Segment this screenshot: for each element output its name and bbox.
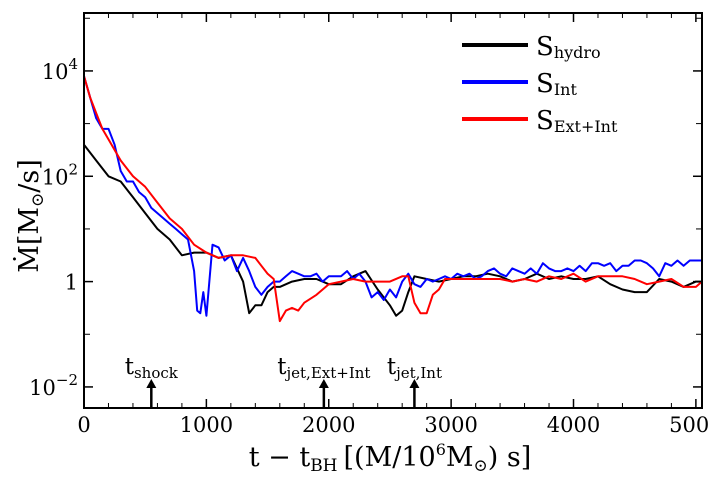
x-tick-label: 0 xyxy=(77,413,90,437)
x-axis-label-main: t − t xyxy=(249,442,311,473)
x-axis-label-units-sup: 6 xyxy=(436,440,446,459)
annotation-marker: tshock xyxy=(125,354,179,407)
annotation-arrow-head xyxy=(409,379,420,388)
y-axis-label: Ṁ[M⊙/s] xyxy=(12,159,48,273)
x-tick-label: 5000 xyxy=(669,413,710,437)
x-axis-label-units-sun: ⊙ xyxy=(474,456,488,476)
series-line-int xyxy=(84,75,702,317)
x-axis-label-units: [(M/10 xyxy=(344,442,436,473)
annotation-layer: tshock tjet,Ext+Int tjet,Int xyxy=(125,354,442,407)
legend: Shydro SInt SExt+Int xyxy=(462,32,618,136)
annotation-label: tjet,Int xyxy=(387,354,442,382)
annotation-label: tjet,Ext+Int xyxy=(277,354,370,382)
y-axis-label-sun: ⊙ xyxy=(28,193,48,207)
tick-layer: 0 1000 2000 3000 4000 5000 104 102 1 10−2 xyxy=(29,13,710,437)
plot-frame xyxy=(83,12,703,409)
series-line-ext-int xyxy=(84,75,702,323)
series-layer xyxy=(84,75,702,323)
y-tick-label: 10−2 xyxy=(29,371,78,400)
x-tick-label: 1000 xyxy=(180,413,233,437)
legend-entry: SInt xyxy=(536,69,577,99)
annotation-arrow-head xyxy=(146,379,157,388)
x-axis-label-units-end: ) s] xyxy=(488,442,532,473)
annotation-marker: tjet,Ext+Int xyxy=(277,354,370,407)
y-tick-label: 102 xyxy=(42,160,78,189)
y-tick-label: 1 xyxy=(65,271,78,295)
y-axis-label-end: /s] xyxy=(14,159,45,193)
x-axis-label: t − tBH [(M/106M⊙) s] xyxy=(249,440,532,476)
legend-entry: Shydro xyxy=(536,32,601,62)
y-axis-label-main: Ṁ[M xyxy=(12,207,45,273)
annotation-marker: tjet,Int xyxy=(387,354,442,407)
annotation-arrow-head xyxy=(318,379,329,388)
x-tick-label: 3000 xyxy=(424,413,477,437)
annotation-label: tshock xyxy=(125,354,179,382)
y-tick-label: 104 xyxy=(42,55,78,84)
legend-entry: SExt+Int xyxy=(536,106,618,136)
x-axis-label-units-tail: M xyxy=(446,442,474,473)
x-tick-label: 2000 xyxy=(302,413,355,437)
x-axis-label-sub: BH xyxy=(310,456,337,476)
x-tick-label: 4000 xyxy=(547,413,600,437)
